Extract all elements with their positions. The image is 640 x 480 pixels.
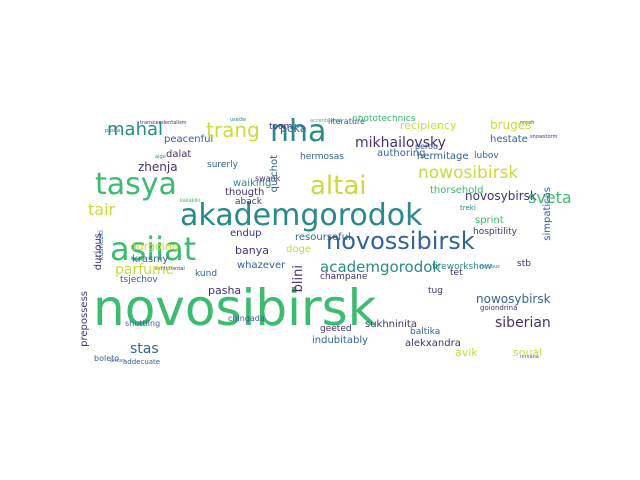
word: thorsehold <box>430 185 484 196</box>
filler-word: aigo <box>155 154 166 160</box>
word: whazever <box>237 260 286 271</box>
word: indubitably <box>312 335 369 346</box>
word: ourgoing <box>130 240 179 253</box>
word: novosibirsk <box>93 279 377 337</box>
word: kusnezki <box>97 230 105 261</box>
word: nha <box>270 115 327 149</box>
word: doge <box>286 244 311 255</box>
word: champane <box>320 272 368 282</box>
word: kund <box>195 269 218 279</box>
word: bruges <box>490 118 532 132</box>
word: krasniy <box>132 254 169 265</box>
word: trang <box>206 118 260 142</box>
word: boleto <box>94 354 120 363</box>
word: sprint <box>475 215 504 226</box>
word: alekxandra <box>405 338 461 349</box>
word: mahal <box>107 119 164 140</box>
filler-word: pasha <box>105 128 121 134</box>
filler-word: usedw <box>230 117 247 123</box>
filler-word: snowstorm <box>530 134 558 140</box>
word: blini <box>291 265 306 293</box>
word: surerly <box>207 160 238 170</box>
word: nowosybirsk <box>476 292 551 306</box>
word: academgorodok <box>320 258 442 276</box>
word: addecuate <box>123 358 161 366</box>
word: sveta <box>528 188 572 207</box>
word: waiking <box>233 178 272 189</box>
filler-word: transcendentalism <box>140 120 187 126</box>
word: hestate <box>490 134 528 145</box>
word: perou <box>415 142 439 151</box>
filler-word: accentuated <box>310 118 342 124</box>
word: novossibirsk <box>326 227 475 255</box>
word: phototechnics <box>352 115 416 124</box>
filler-word: nroeh <box>520 120 535 126</box>
filler-word: sentimental <box>155 266 185 272</box>
word: hospitility <box>473 227 517 237</box>
word: stas <box>130 341 159 357</box>
word: tug <box>428 286 443 296</box>
word: geeted <box>320 324 352 334</box>
word: simpaticas <box>542 187 553 241</box>
word: poka <box>280 122 307 135</box>
word: swank <box>255 174 281 183</box>
word: mikhailovsky <box>355 135 446 151</box>
word: peacenful <box>164 134 214 145</box>
word: prepossess <box>80 291 90 347</box>
word: parfume <box>115 262 175 278</box>
word: chingada <box>228 314 265 323</box>
word: hermosas <box>300 152 344 162</box>
word: tet <box>450 268 463 278</box>
word: tsjechov <box>120 275 158 285</box>
filler-word: kakakiki <box>180 198 201 204</box>
word: lubov <box>474 151 499 161</box>
word: recipiency <box>400 119 457 132</box>
word: akademgorodok <box>180 198 423 233</box>
word: altai <box>310 171 367 201</box>
word: novosybirsk <box>465 189 537 203</box>
word: authoring <box>377 148 426 159</box>
word: pasha <box>208 284 242 297</box>
word: hermitage <box>417 151 469 162</box>
word: quichot <box>269 155 280 193</box>
word: fireworkshow <box>432 262 492 272</box>
word: sukhninita <box>365 319 417 330</box>
word: resourseful <box>295 232 351 243</box>
word: zhenja <box>138 160 178 174</box>
word: avik <box>455 346 478 359</box>
word: literature <box>328 117 365 126</box>
word: toom <box>269 122 293 132</box>
word-cloud: transcendentalism usedw accentuated nroe… <box>80 115 576 369</box>
word: asiiat <box>110 230 197 268</box>
word: thougth <box>225 187 265 198</box>
word: goiondrina <box>480 304 518 312</box>
word: stb <box>517 259 531 269</box>
word: siberian <box>495 315 551 331</box>
word: nowosibirsk <box>418 163 519 183</box>
word: dalat <box>166 149 192 160</box>
word: endup <box>230 228 262 239</box>
filler-word: aircan <box>110 358 126 364</box>
filler-word: minibus <box>480 264 500 270</box>
word: shuttling <box>125 319 161 328</box>
word: soual <box>513 346 543 359</box>
word: baltika <box>410 327 441 337</box>
word: tair <box>88 200 116 219</box>
word: banya <box>235 244 269 257</box>
word: treki <box>460 204 476 212</box>
filler-word: nirvana <box>520 354 539 360</box>
word: tasya <box>95 167 177 202</box>
word: aback <box>235 197 262 207</box>
